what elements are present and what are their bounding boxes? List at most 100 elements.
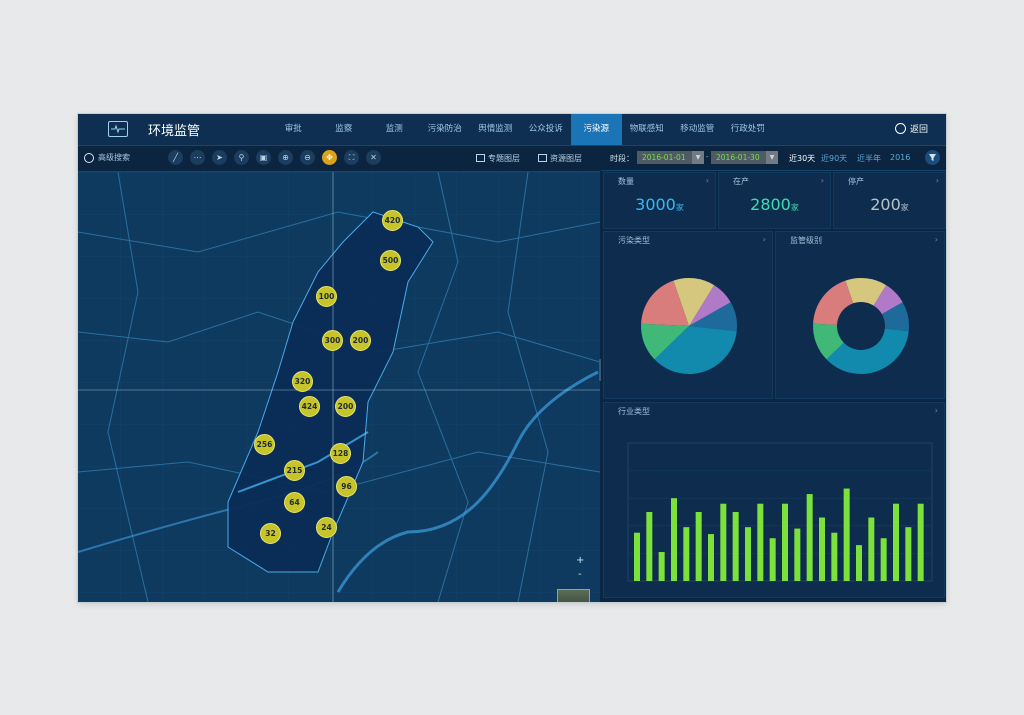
chevron-right-icon[interactable]: › — [934, 406, 938, 415]
nav-item[interactable]: 舆情监测 — [478, 124, 513, 134]
stat-card: 数量 › 3000家 — [603, 172, 716, 229]
stat-card: 在产 › 2800家 — [718, 172, 831, 229]
bar[interactable] — [880, 538, 887, 581]
stat-title: 在产 — [733, 177, 749, 186]
bar[interactable] — [757, 503, 764, 581]
filter-button[interactable] — [925, 150, 940, 165]
topic-layer-button[interactable]: 专题图层 — [476, 153, 520, 164]
nav-item[interactable]: 移动监管 — [680, 124, 715, 134]
chevron-right-icon[interactable]: › — [935, 176, 939, 185]
pollution-cluster-marker[interactable]: 200 — [335, 396, 356, 417]
pollution-cluster-marker[interactable]: 215 — [284, 460, 305, 481]
quick-range-option[interactable]: 近30天 — [789, 154, 816, 163]
bar[interactable] — [868, 517, 875, 581]
pollution-cluster-marker[interactable]: 32 — [260, 523, 281, 544]
chevron-down-icon: ▼ — [766, 151, 778, 164]
time-filter: 时段： 2016-01-01 ▼ - 2016-01-30 ▼ 近30天 近90天… — [601, 146, 946, 171]
nav-item[interactable]: 监察 — [335, 124, 353, 134]
pollution-cluster-marker[interactable]: 300 — [322, 330, 343, 351]
bar[interactable] — [819, 517, 825, 581]
pollution-type-card: 污染类型 › — [603, 231, 773, 399]
bar[interactable] — [708, 534, 714, 581]
pie-slice[interactable] — [845, 278, 887, 326]
start-date-select[interactable]: 2016-01-01 ▼ — [637, 151, 704, 164]
chevron-right-icon[interactable]: › — [705, 176, 709, 185]
chevron-right-icon[interactable]: › — [762, 235, 766, 244]
nav-item[interactable]: 审批 — [284, 124, 302, 134]
pollution-cluster-marker[interactable]: 24 — [316, 517, 337, 538]
bar[interactable] — [634, 532, 640, 581]
stat-unit: 家 — [675, 203, 684, 212]
nav-item[interactable]: 物联感知 — [629, 124, 664, 134]
bar[interactable] — [782, 503, 788, 581]
back-button[interactable]: 返回 — [894, 122, 928, 135]
zoom-in-button[interactable]: + — [576, 555, 585, 566]
bar[interactable] — [806, 494, 813, 581]
pollution-cluster-marker[interactable]: 256 — [254, 434, 275, 455]
bar[interactable] — [683, 527, 690, 581]
resource-layer-button[interactable]: 资源图层 — [538, 153, 582, 164]
pie-slice[interactable] — [689, 285, 731, 326]
pie-slice[interactable] — [641, 280, 689, 326]
pollution-cluster-marker[interactable]: 128 — [330, 443, 351, 464]
send-tool-icon[interactable]: ➤ — [212, 150, 227, 165]
advanced-search[interactable]: 高级搜索 — [84, 152, 130, 163]
pollution-cluster-marker[interactable]: 200 — [350, 330, 371, 351]
bar[interactable] — [893, 503, 899, 581]
zoom-out-button[interactable]: - — [578, 569, 582, 580]
quick-range-option[interactable]: 近半年 — [857, 154, 881, 163]
pie-slice[interactable] — [673, 278, 715, 326]
plot-area — [627, 442, 933, 582]
bar[interactable] — [658, 552, 665, 581]
satellite-toggle[interactable]: 卫星 — [557, 589, 590, 602]
line-tool-icon[interactable]: ╱ — [168, 150, 183, 165]
nav-item[interactable]: 污染源 — [571, 114, 622, 145]
pollution-cluster-marker[interactable]: 320 — [292, 371, 313, 392]
supervision-level-card: 监管级别 › — [775, 231, 945, 399]
quick-range-option[interactable]: 近90天 — [821, 154, 848, 163]
bar[interactable] — [831, 532, 838, 581]
bar[interactable] — [905, 527, 912, 581]
bar[interactable] — [745, 527, 751, 581]
bar[interactable] — [794, 528, 801, 581]
chevron-right-icon[interactable]: › — [820, 176, 824, 185]
pollution-cluster-marker[interactable]: 64 — [284, 492, 305, 513]
nav-item[interactable]: 公众投诉 — [528, 124, 563, 134]
zoom-in-icon[interactable]: ⊕ — [278, 150, 293, 165]
clear-tool-icon[interactable]: ✕ — [366, 150, 381, 165]
stat-value: 3000家 — [604, 195, 715, 214]
bar[interactable] — [769, 538, 776, 581]
marker-tool-icon[interactable]: ⚲ — [234, 150, 249, 165]
pollution-cluster-marker[interactable]: 424 — [299, 396, 320, 417]
fullscreen-icon[interactable]: ⛶ — [344, 150, 359, 165]
nav-item[interactable]: 污染防治 — [427, 124, 462, 134]
bar[interactable] — [732, 512, 739, 581]
stat-unit: 家 — [900, 203, 909, 212]
share-tool-icon[interactable]: ⋯ — [190, 150, 205, 165]
nav-item[interactable]: 监测 — [385, 124, 403, 134]
zoom-out-icon[interactable]: ⊖ — [300, 150, 315, 165]
bar[interactable] — [917, 503, 924, 581]
map-view[interactable]: 420 500 100 300 200 320 424 200 256 128 215 96 64 32 2… — [78, 172, 600, 602]
pie-slice[interactable] — [689, 302, 737, 332]
pie-slice[interactable] — [654, 326, 737, 374]
bar[interactable] — [856, 545, 862, 581]
pollution-cluster-marker[interactable]: 96 — [336, 476, 357, 497]
bar[interactable] — [695, 512, 702, 581]
bar[interactable] — [671, 498, 677, 581]
save-tool-icon[interactable]: ▣ — [256, 150, 271, 165]
pie-slice[interactable] — [641, 323, 689, 360]
nav-item[interactable]: 行政处罚 — [730, 124, 765, 134]
bar[interactable] — [843, 488, 850, 581]
pollution-cluster-marker[interactable]: 500 — [380, 250, 401, 271]
pollution-cluster-marker[interactable]: 100 — [316, 286, 337, 307]
chevron-right-icon[interactable]: › — [934, 235, 938, 244]
bar[interactable] — [720, 503, 727, 581]
stat-number: 3000 — [635, 195, 676, 214]
quick-range-option[interactable]: 2016 — [890, 153, 911, 162]
pan-tool-icon[interactable]: ✥ — [322, 150, 337, 165]
bar[interactable] — [646, 512, 653, 581]
end-date-select[interactable]: 2016-01-30 ▼ — [711, 151, 778, 164]
pie-slice[interactable] — [826, 326, 909, 374]
pollution-cluster-marker[interactable]: 420 — [382, 210, 403, 231]
